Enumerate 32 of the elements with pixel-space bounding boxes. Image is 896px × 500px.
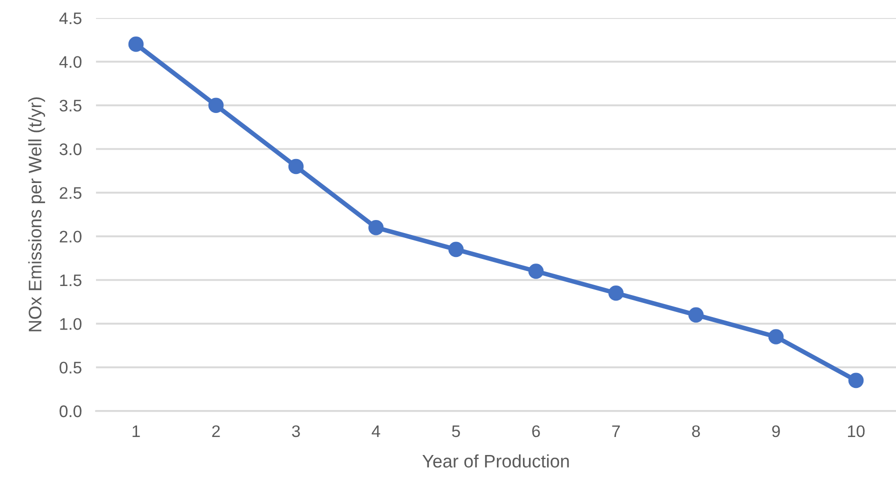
x-tick-label: 4 xyxy=(372,426,380,437)
point xyxy=(288,158,304,174)
x-tick-label: 10 xyxy=(848,425,865,438)
x-tick-label: 3 xyxy=(292,425,300,438)
y-tick-label: 0.0 xyxy=(60,405,82,418)
x-axis-title: Year of Production xyxy=(422,454,569,468)
y-tick-label: 4.5 xyxy=(59,12,82,24)
x-tick-label: 9 xyxy=(772,425,780,438)
y-tick-label: 2.5 xyxy=(60,187,82,199)
x-tick-label: 7 xyxy=(612,426,620,437)
y-axis-title: NOx Emissions per Well (t/yr) xyxy=(28,97,46,332)
point xyxy=(368,220,384,236)
x-tick-label: 1 xyxy=(132,426,140,437)
y-tick-label: 2.0 xyxy=(60,230,82,243)
point xyxy=(848,372,864,388)
point xyxy=(768,329,784,344)
y-tick-label: 3.0 xyxy=(60,143,82,156)
y-tick-label: 3.5 xyxy=(60,100,82,112)
x-tick-label: 5 xyxy=(452,426,460,438)
point xyxy=(688,307,704,323)
y-tick-label: 1.5 xyxy=(60,274,82,286)
point xyxy=(208,98,224,113)
y-tick-label: 1.0 xyxy=(60,318,82,330)
point xyxy=(528,264,544,279)
point xyxy=(448,242,464,258)
point xyxy=(608,285,624,301)
point xyxy=(128,36,144,52)
x-tick-label: 6 xyxy=(532,425,540,438)
y-tick-label: 4.0 xyxy=(59,56,82,68)
y-tick-label: 0.5 xyxy=(60,362,82,374)
x-tick-label: 8 xyxy=(692,425,700,438)
x-tick-label: 2 xyxy=(212,425,220,437)
